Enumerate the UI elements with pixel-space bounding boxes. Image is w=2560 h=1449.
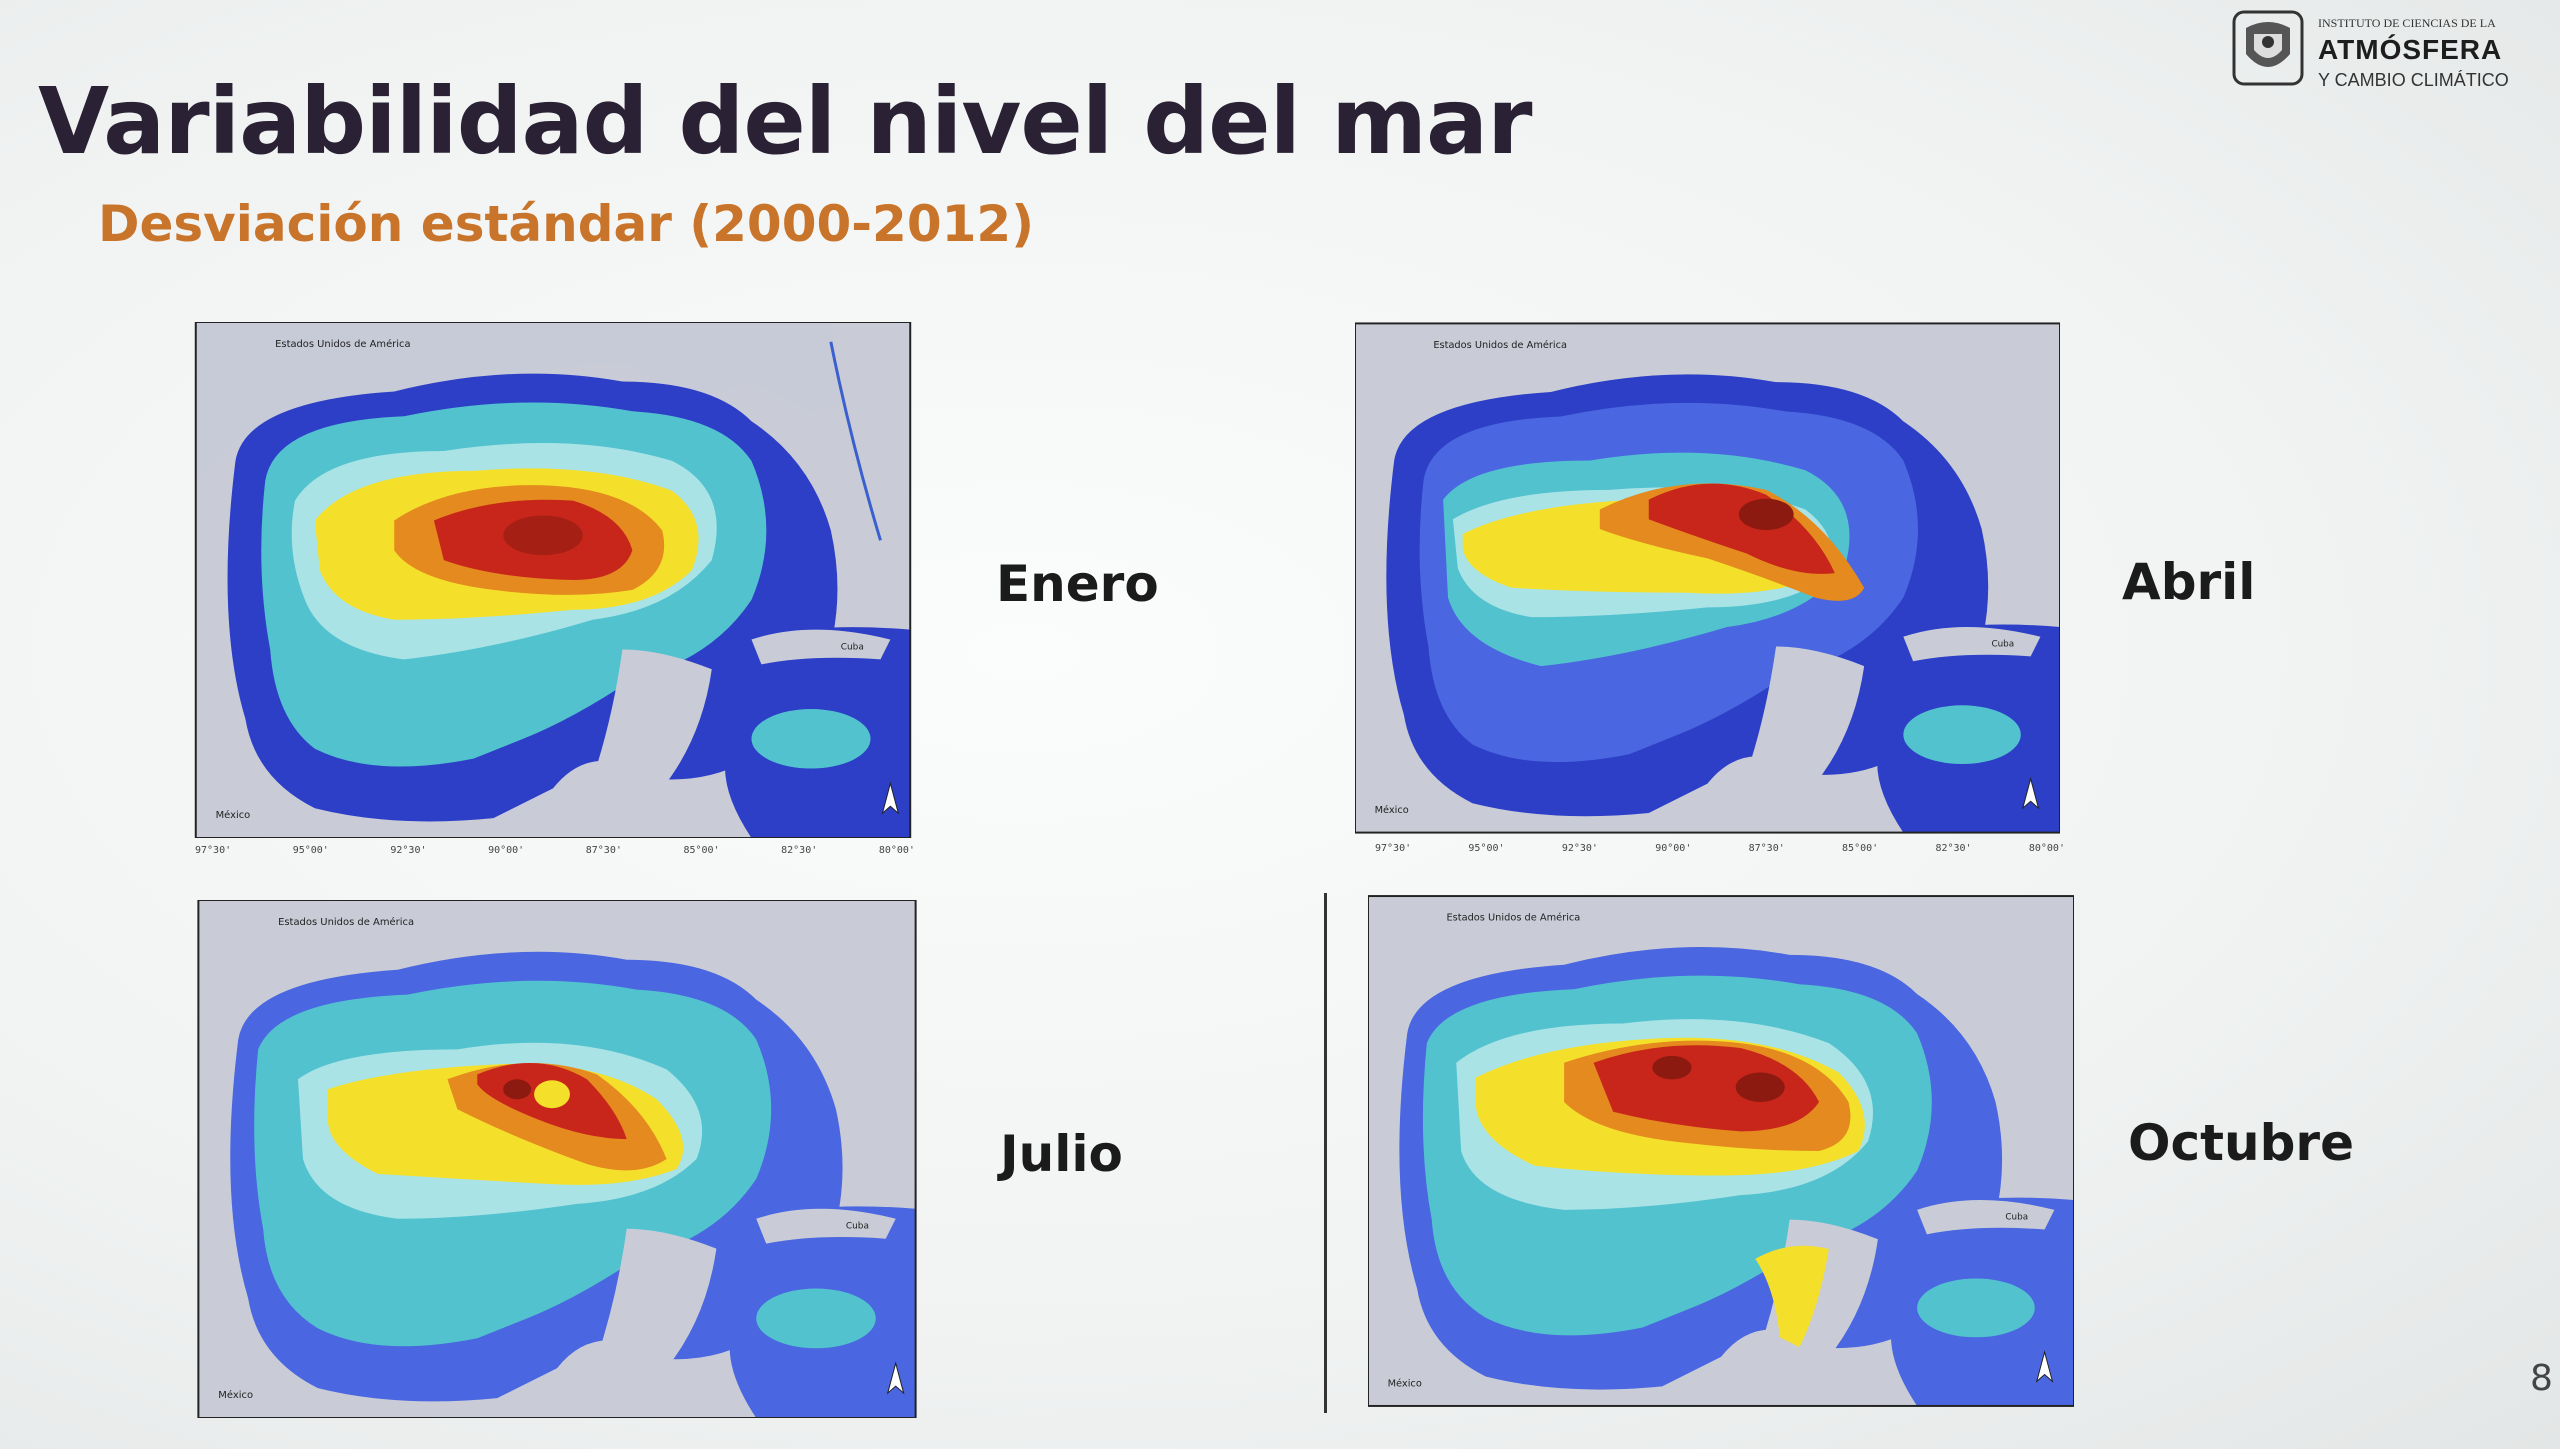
month-label-julio: Julio — [1000, 1125, 1123, 1183]
gulf-map-julio: Estados Unidos de América México Cuba — [197, 900, 917, 1418]
lon-tick: 95°00' — [1468, 843, 1505, 854]
logo-institute-line: INSTITUTO DE CIENCIAS DE LA — [2318, 16, 2496, 30]
lon-tick: 82°30' — [781, 845, 818, 856]
lon-tick: 85°00' — [683, 845, 720, 856]
lon-tick: 95°00' — [292, 845, 329, 856]
north-arrow-icon — [2021, 776, 2040, 810]
country-label-cuba: Cuba — [2005, 1213, 2028, 1223]
map-enero: Estados Unidos de América México Cuba — [192, 322, 914, 838]
slide-subtitle: Desviación estándar (2000-2012) — [98, 195, 1035, 253]
map-julio: Estados Unidos de América México Cuba — [196, 900, 918, 1418]
gulf-map-enero: Estados Unidos de América México Cuba — [194, 322, 912, 838]
month-label-abril: Abril — [2122, 553, 2256, 611]
lon-tick: 87°30' — [1748, 843, 1785, 854]
north-arrow-icon — [881, 781, 900, 815]
lon-ticks-abril: 97°30' 95°00' 92°30' 90°00' 87°30' 85°00… — [1375, 843, 2065, 863]
country-label-cuba: Cuba — [846, 1222, 869, 1232]
page-number: 8 — [2530, 1358, 2553, 1399]
lon-tick: 90°00' — [1655, 843, 1692, 854]
lon-tick: 92°30' — [390, 845, 427, 856]
lon-tick: 90°00' — [488, 845, 525, 856]
lon-tick: 92°30' — [1561, 843, 1598, 854]
lon-tick: 82°30' — [1935, 843, 1972, 854]
north-arrow-icon — [2035, 1350, 2054, 1383]
map-abril: Estados Unidos de América México Cuba — [1355, 322, 2060, 834]
country-label-usa: Estados Unidos de América — [275, 338, 410, 350]
lon-tick: 85°00' — [1842, 843, 1879, 854]
lon-tick: 80°00' — [878, 845, 915, 856]
month-label-octubre: Octubre — [2128, 1114, 2355, 1172]
country-label-usa: Estados Unidos de América — [1433, 339, 1567, 351]
map-octubre: Estados Unidos de América México Cuba — [1368, 893, 2074, 1409]
unam-seal-icon — [2232, 10, 2304, 86]
logo-atmosfera-line: ATMÓSFERA — [2318, 34, 2503, 65]
country-label-cuba: Cuba — [1991, 640, 2014, 650]
institute-logo: INSTITUTO DE CIENCIAS DE LA ATMÓSFERA Y … — [2232, 10, 2552, 90]
month-label-enero: Enero — [996, 555, 1159, 613]
slide-title: Variabilidad del nivel del mar — [38, 68, 1532, 175]
lon-tick: 80°00' — [2028, 843, 2065, 854]
country-label-mexico: México — [218, 1389, 253, 1401]
country-label-mexico: México — [1375, 804, 1409, 816]
lon-tick: 97°30' — [195, 845, 232, 856]
country-label-usa: Estados Unidos de América — [278, 916, 414, 928]
north-arrow-icon — [886, 1361, 905, 1395]
lon-tick: 87°30' — [585, 845, 622, 856]
country-label-usa: Estados Unidos de América — [1446, 912, 1580, 924]
gulf-map-abril: Estados Unidos de América México Cuba — [1355, 322, 2060, 834]
lon-tick: 97°30' — [1375, 843, 1412, 854]
lon-ticks-enero: 97°30' 95°00' 92°30' 90°00' 87°30' 85°00… — [195, 845, 915, 865]
logo-cambio-line: Y CAMBIO CLIMÁTICO — [2318, 70, 2509, 90]
country-label-mexico: México — [1388, 1377, 1422, 1389]
country-label-cuba: Cuba — [841, 642, 864, 652]
country-label-mexico: México — [216, 809, 251, 821]
gulf-map-octubre: Estados Unidos de América México Cuba — [1368, 895, 2074, 1407]
divider-line — [1324, 893, 1327, 1413]
